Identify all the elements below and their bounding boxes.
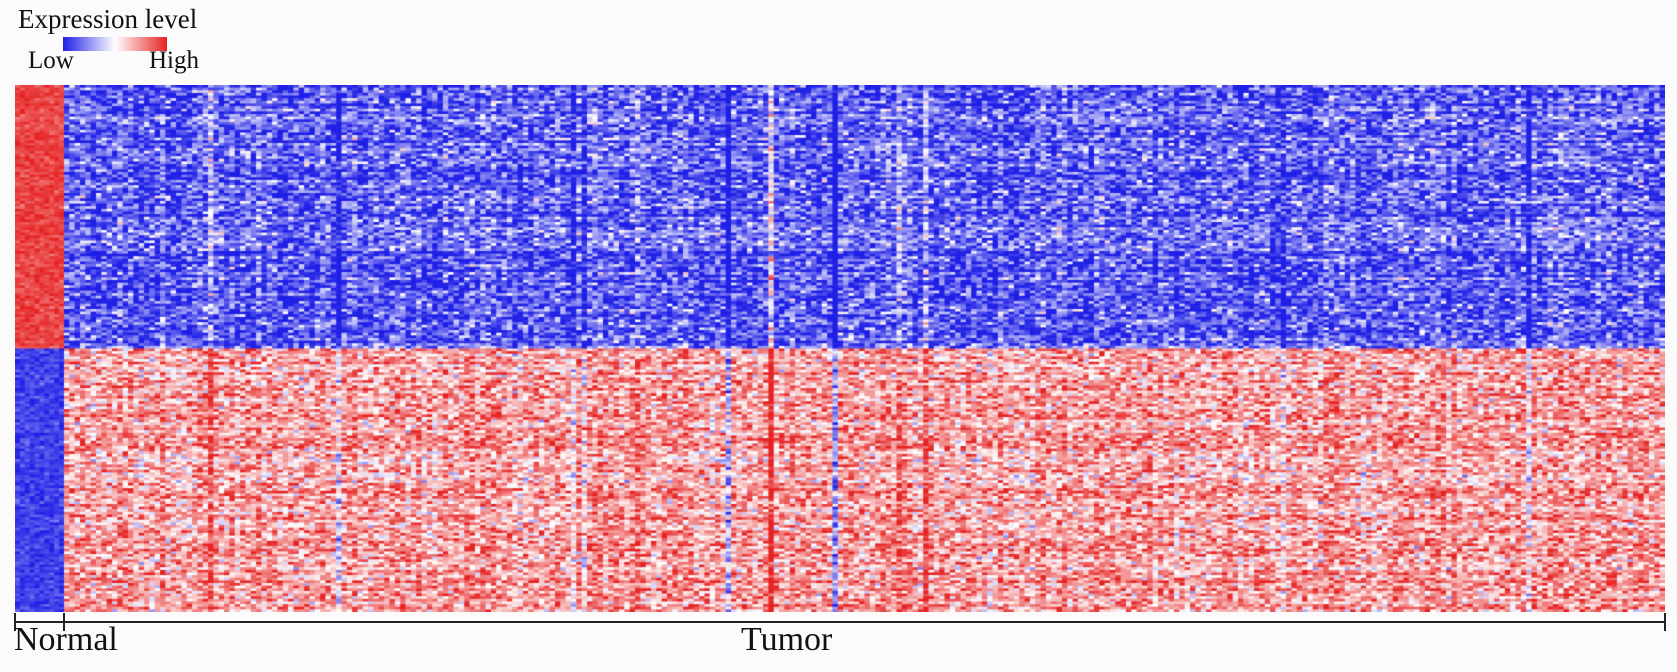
group-label-tumor: Tumor [741,621,833,658]
heatmap-matrix [15,85,1665,612]
group-axis [14,613,1666,631]
group-label-normal: Normal [14,621,118,658]
legend-high-label: High [149,47,199,74]
legend-colorbar [63,37,167,51]
legend-title: Expression level [18,4,198,34]
legend-low-label: Low [28,47,74,74]
